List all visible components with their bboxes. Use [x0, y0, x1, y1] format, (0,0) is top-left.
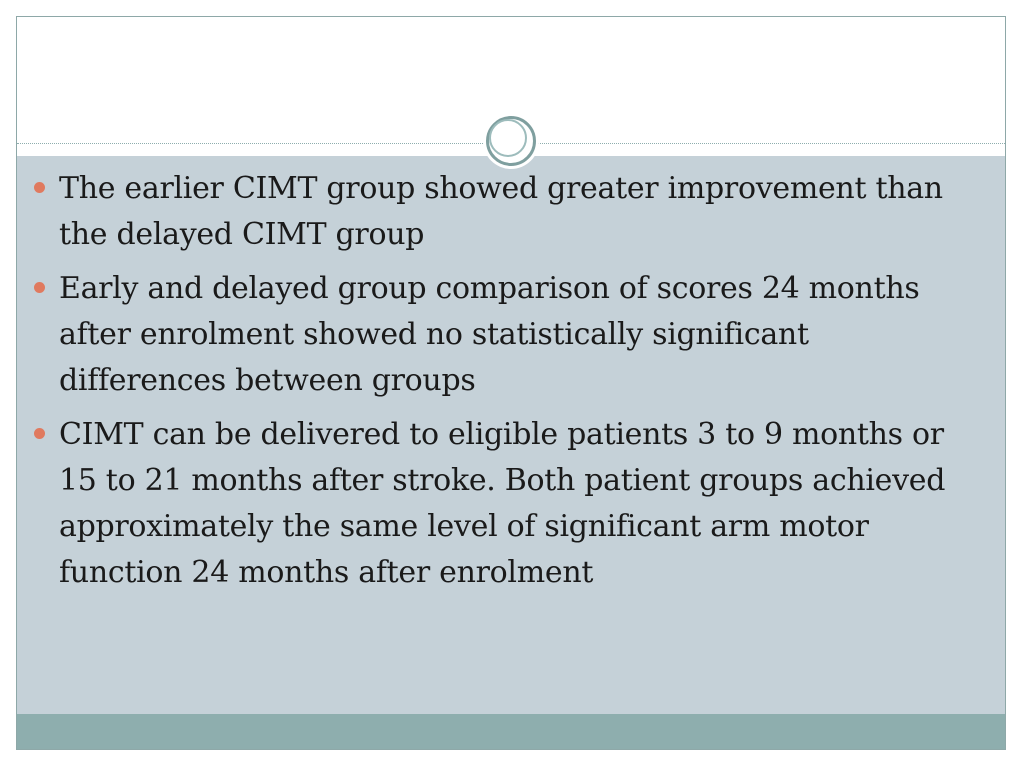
- bullet-dot-icon: [34, 182, 45, 193]
- slide-frame: [16, 16, 1006, 750]
- bullet-text: The earlier CIMT group showed greater im…: [59, 171, 943, 252]
- bullet-text: CIMT can be delivered to eligible patien…: [59, 417, 946, 590]
- bullet-list: The earlier CIMT group showed greater im…: [30, 166, 950, 604]
- bullet-text: Early and delayed group comparison of sc…: [59, 271, 920, 398]
- bullet-dot-icon: [34, 282, 45, 293]
- ring-inner: [489, 119, 527, 157]
- bullet-item: CIMT can be delivered to eligible patien…: [30, 412, 950, 596]
- bullet-dot-icon: [34, 428, 45, 439]
- bullet-item: The earlier CIMT group showed greater im…: [30, 166, 950, 258]
- bullet-item: Early and delayed group comparison of sc…: [30, 266, 950, 404]
- ring-ornament-icon: [483, 113, 539, 169]
- content-area: [17, 156, 1005, 715]
- footer-bar: [17, 714, 1005, 749]
